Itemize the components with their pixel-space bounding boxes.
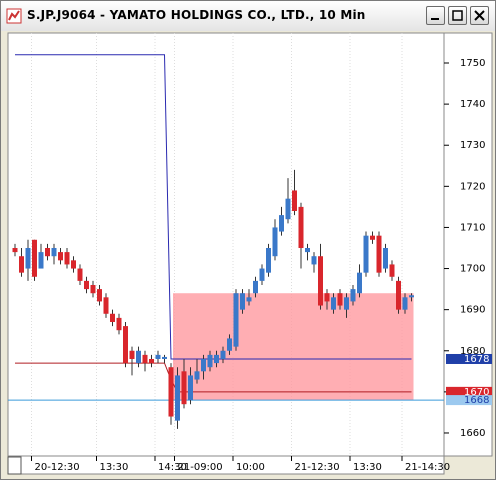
candle-body <box>25 247 31 269</box>
x-tick-label: 14:30 <box>158 462 187 473</box>
candle-body <box>402 297 408 310</box>
candle-body <box>19 256 24 273</box>
candle-body <box>64 252 70 265</box>
candle-body <box>227 338 232 351</box>
candle-body <box>311 256 317 265</box>
candle-body <box>90 284 96 294</box>
candle-body <box>285 198 291 220</box>
level-label: 1670 <box>464 387 489 398</box>
candle-body <box>324 293 330 302</box>
candle-body <box>305 247 310 253</box>
candle-body <box>253 280 258 294</box>
candle-body <box>110 313 115 322</box>
candle-body <box>201 358 206 372</box>
window-title: S.JP.J9064 - YAMATO HOLDINGS CO., LTD., … <box>27 8 366 22</box>
candle-body <box>136 350 141 364</box>
y-tick-label: 1690 <box>460 305 485 316</box>
candle-body <box>71 260 76 269</box>
candle-body <box>389 264 395 277</box>
x-tick-label: 10:00 <box>236 462 265 473</box>
candle-body <box>188 375 193 401</box>
y-tick-label: 1660 <box>460 428 485 439</box>
candle-body <box>409 295 414 298</box>
title-bar: S.JP.J9064 - YAMATO HOLDINGS CO., LTD., … <box>1 1 495 31</box>
candle-body <box>298 206 304 248</box>
y-tick-label: 1740 <box>460 99 485 110</box>
candle-body <box>220 350 226 359</box>
candle-body <box>292 190 297 211</box>
candle-body <box>12 247 18 253</box>
candle-body <box>266 247 271 273</box>
chart: 1660 1670 1680 1690 1700 1710 1720 1730 1740 1750… <box>7 32 493 475</box>
minimize-button[interactable] <box>426 6 445 25</box>
candle-body <box>175 375 180 421</box>
candle-body <box>77 268 83 281</box>
candle-body <box>363 235 369 273</box>
candle-body <box>103 297 109 314</box>
candle-body <box>214 354 219 364</box>
candle-body <box>240 293 245 310</box>
y-tick-label: 1700 <box>460 264 485 275</box>
x-tick-label: 20-12:30 <box>35 462 80 473</box>
x-tick-label: 21-14:30 <box>405 462 450 473</box>
candle-body <box>318 256 323 306</box>
candle-body <box>207 354 213 368</box>
candle-body <box>162 356 167 359</box>
level-box <box>446 353 492 364</box>
y-tick-label: 1720 <box>460 181 485 192</box>
indicator-line <box>15 54 412 360</box>
candle-body <box>357 272 362 294</box>
x-tick-label: 13:30 <box>353 462 382 473</box>
x-tick-label: 21-09:00 <box>178 462 223 473</box>
candle-body <box>259 268 265 281</box>
candle-body <box>155 354 161 359</box>
level-label: 1678 <box>464 354 489 365</box>
y-tick-label: 1710 <box>460 222 485 233</box>
candle-body <box>383 247 388 269</box>
y-tick-label: 1750 <box>460 58 485 69</box>
candle-body <box>51 247 57 257</box>
candle-body <box>350 289 356 302</box>
x-tick-label: 13:30 <box>100 462 129 473</box>
close-button[interactable] <box>470 6 489 25</box>
candle-body <box>116 317 122 331</box>
candle-body <box>337 293 343 306</box>
candle-body <box>376 235 382 273</box>
candle-body <box>168 367 174 417</box>
level-label: 1668 <box>464 395 489 406</box>
signal-line <box>15 362 412 393</box>
candle-body <box>45 247 50 257</box>
candle-body <box>181 371 187 405</box>
level-box <box>446 395 492 406</box>
candle-body <box>396 280 401 310</box>
app-icon <box>6 8 22 24</box>
candle-body <box>272 227 278 257</box>
candle-body <box>149 358 154 364</box>
candle-body <box>370 235 375 240</box>
level-box <box>446 386 492 397</box>
candle-body <box>194 371 200 380</box>
zone <box>173 293 414 401</box>
x-tick-label: 21-12:30 <box>295 462 340 473</box>
candle-body <box>142 354 148 364</box>
candle-body <box>32 239 37 277</box>
candle-body <box>84 280 89 290</box>
candle-body <box>233 293 239 347</box>
candle-body <box>344 297 349 310</box>
candle-body <box>279 215 284 232</box>
candle-body <box>246 297 252 302</box>
candle-body <box>97 289 102 302</box>
candle-body <box>331 297 336 310</box>
candle-body <box>129 350 135 359</box>
y-tick-label: 1680 <box>460 346 485 357</box>
candle-body <box>38 252 44 269</box>
candle-body <box>123 326 128 364</box>
y-tick-label: 1730 <box>460 140 485 151</box>
axis-area <box>443 32 493 457</box>
maximize-button[interactable] <box>448 6 467 25</box>
candle-body <box>58 252 63 261</box>
corner-box <box>7 456 22 475</box>
